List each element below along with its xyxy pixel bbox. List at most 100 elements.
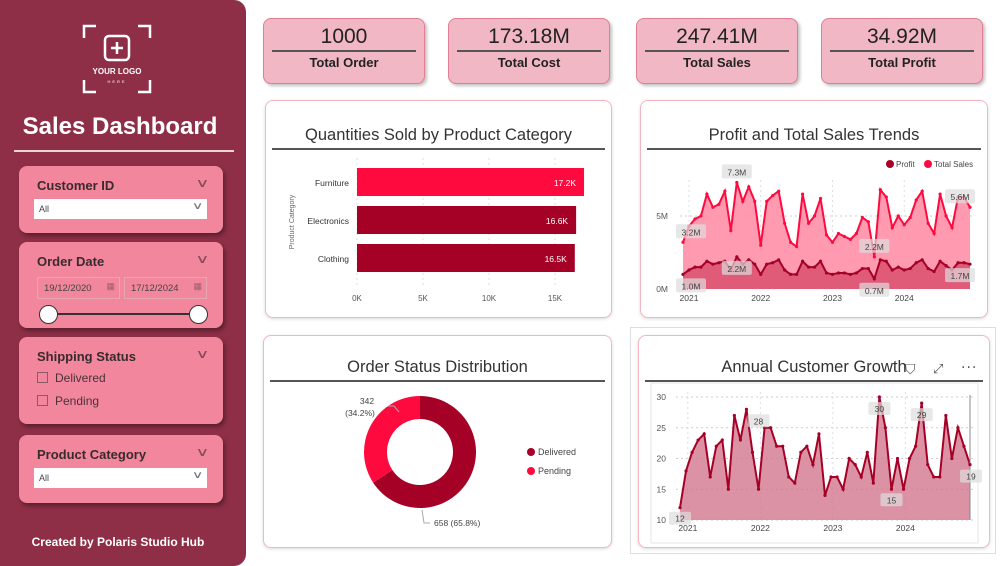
data-label: 1.0M [682, 281, 701, 291]
data-label: 29 [917, 410, 927, 420]
kpi-total-sales: 247.41M Total Sales [636, 18, 798, 84]
checkbox-pending[interactable]: Pending [37, 394, 99, 408]
data-point [747, 185, 751, 189]
legend-delivered: Delivered [538, 447, 576, 457]
axis-title: Product Category [289, 194, 296, 249]
data-point [896, 214, 900, 218]
data-point [783, 268, 787, 272]
y-tick-label: 0M [656, 284, 668, 294]
data-point [878, 188, 882, 192]
end-date-input[interactable]: 17/12/2024 ▦ [124, 277, 207, 299]
data-point [681, 272, 685, 276]
checkbox-delivered[interactable]: Delivered [37, 371, 106, 385]
x-tick-label: 2024 [895, 293, 914, 303]
bar-data-label: 16.6K [546, 216, 569, 226]
data-label-bg [676, 278, 706, 293]
data-point [702, 432, 706, 436]
area-customers [680, 397, 970, 520]
category-label: Furniture [315, 178, 349, 188]
x-tick-label: 2022 [751, 523, 770, 533]
chevron-down-icon[interactable]: ∨ [195, 445, 210, 459]
data-point [806, 221, 811, 225]
data-point [962, 444, 966, 448]
data-label: 1.7M [951, 271, 970, 281]
data-point [681, 240, 685, 244]
category-label: Electronics [307, 216, 349, 226]
calendar-icon[interactable]: ▦ [106, 281, 115, 291]
chart-title: Profit and Total Sales Trends [647, 126, 981, 150]
data-label: 19 [966, 472, 976, 482]
chevron-down-icon[interactable]: ∨ [195, 176, 210, 190]
start-slider-handle[interactable] [39, 305, 58, 324]
bar-furniture [357, 168, 585, 196]
data-point [854, 271, 858, 275]
checkbox[interactable] [37, 395, 48, 406]
data-point [932, 231, 936, 236]
data-point [896, 265, 900, 269]
x-tick-label: 2024 [896, 523, 915, 533]
data-point [938, 475, 942, 479]
data-point [708, 475, 712, 479]
data-point [775, 444, 779, 448]
data-point [932, 475, 936, 479]
data-point [684, 469, 688, 473]
customer-id-slicer: Customer ID ∨ All ∨ [19, 166, 223, 233]
data-point [678, 506, 682, 510]
data-point [777, 189, 781, 193]
data-point [800, 192, 805, 196]
y-tick-label: 10 [657, 515, 667, 525]
kpi-total-profit: 34.92M Total Profit [821, 18, 983, 84]
data-point [968, 463, 972, 467]
bar-data-label: 16.5K [545, 254, 568, 264]
product-category-dropdown[interactable]: All ∨ [34, 468, 207, 488]
data-point [872, 255, 876, 259]
data-point [687, 268, 691, 272]
chevron-down-icon: ∨ [191, 470, 204, 481]
data-point [759, 243, 763, 247]
data-point [705, 259, 709, 263]
start-date-input[interactable]: 19/12/2020 ▦ [37, 277, 120, 299]
data-point [711, 262, 715, 266]
data-point [878, 258, 882, 262]
data-point [835, 475, 839, 479]
svg-text:HERE: HERE [107, 79, 126, 84]
chevron-down-icon[interactable]: ∨ [195, 252, 210, 266]
data-point [735, 255, 739, 259]
data-point [853, 463, 857, 467]
data-label: 5.6M [951, 192, 970, 202]
data-point [944, 264, 948, 268]
shipping-status-slicer: Shipping Status ∨ Delivered Pending [19, 337, 223, 424]
data-point [842, 271, 847, 275]
data-label: 2.2M [727, 264, 746, 274]
chevron-down-icon: ∨ [191, 201, 204, 212]
svg-text:YOUR LOGO: YOUR LOGO [93, 67, 142, 76]
data-label-bg [859, 282, 890, 297]
category-label: Clothing [318, 254, 349, 264]
data-point [871, 481, 875, 485]
slicer-title: Customer ID [37, 178, 115, 193]
legend-pending: Pending [538, 466, 571, 476]
data-point [938, 192, 942, 196]
chevron-down-icon[interactable]: ∨ [195, 347, 210, 361]
data-point [926, 221, 930, 225]
data-label-bg [910, 408, 933, 422]
data-label-bg [960, 469, 982, 483]
data-point [902, 223, 906, 227]
data-point [829, 475, 833, 479]
filter-icon[interactable]: ⛉ [905, 362, 916, 378]
bar-clothing [357, 244, 575, 272]
focus-mode-icon[interactable]: ⤢ [933, 362, 944, 377]
end-slider-handle[interactable] [189, 305, 208, 324]
data-point [744, 407, 749, 411]
chart-title: Quantities Sold by Product Category [272, 126, 605, 150]
checkbox[interactable] [37, 372, 48, 383]
calendar-icon[interactable]: ▦ [193, 281, 202, 291]
data-point [884, 195, 888, 199]
customer-id-dropdown[interactable]: All ∨ [34, 199, 207, 219]
data-point [847, 456, 851, 461]
chart-title: Annual Customer Growth [645, 358, 983, 382]
data-point [836, 231, 841, 236]
data-point [753, 262, 757, 266]
more-options-icon[interactable]: ··· [961, 360, 978, 376]
